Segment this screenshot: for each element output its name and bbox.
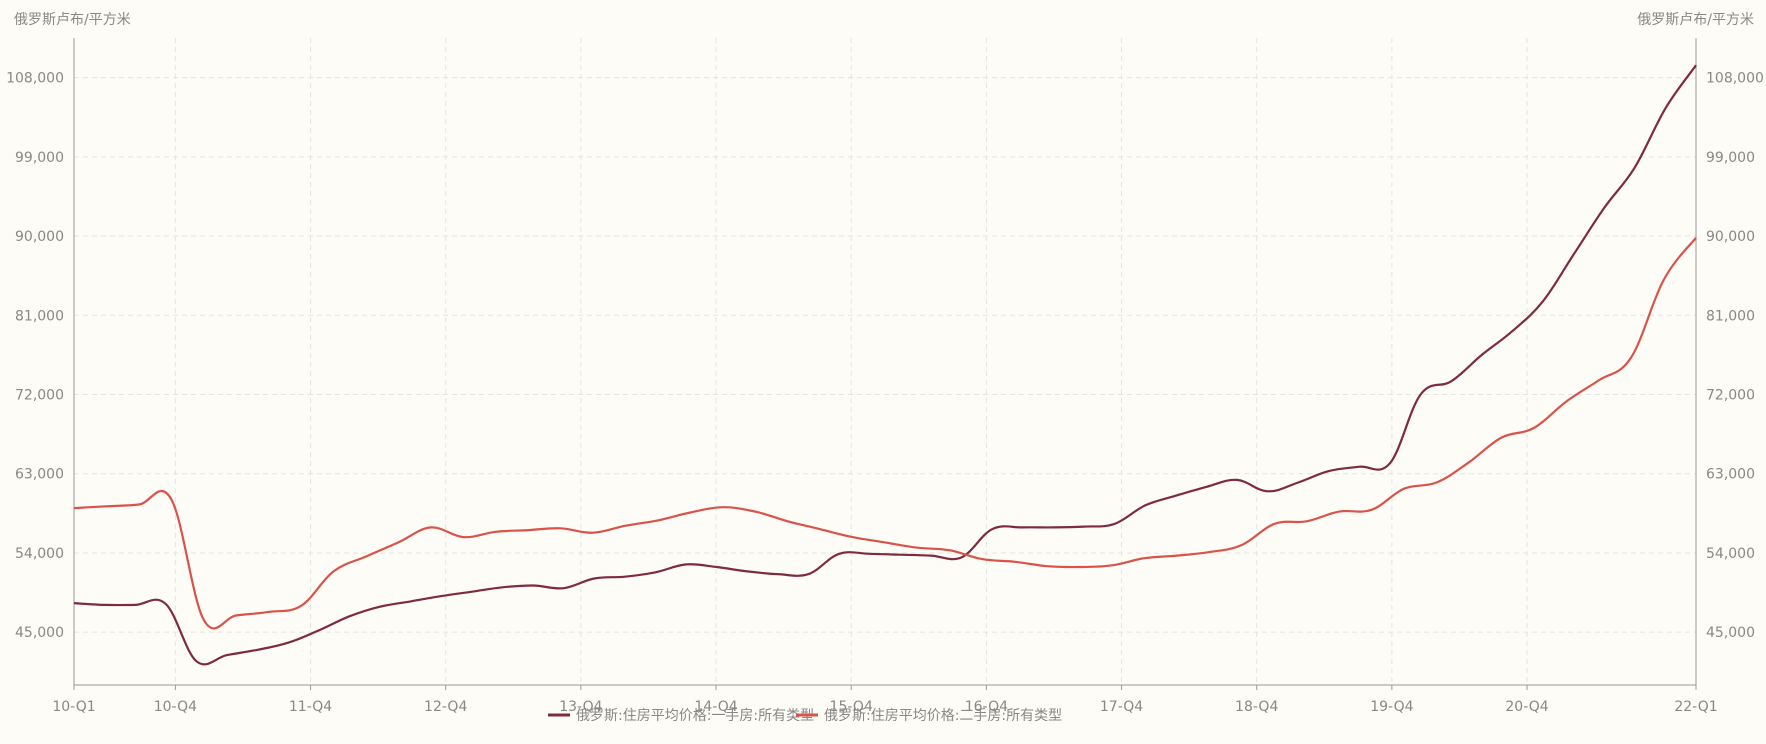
right-y-tick-label: 63,000 bbox=[1706, 467, 1755, 483]
series-line-1 bbox=[73, 64, 1697, 666]
legend-label[interactable]: 俄罗斯:住房平均价格:二手房:所有类型 bbox=[824, 708, 1062, 724]
x-tick-label: 18-Q4 bbox=[1235, 699, 1278, 715]
x-tick-label: 14-Q4 bbox=[694, 699, 737, 715]
x-tick-label: 11-Q4 bbox=[289, 699, 332, 715]
left-y-tick-label: 54,000 bbox=[15, 546, 64, 562]
left-y-tick-label: 99,000 bbox=[15, 150, 64, 166]
x-tick-label: 19-Q4 bbox=[1370, 699, 1413, 715]
x-ticks: 10-Q1 10-Q4 11-Q4 12-Q4 13-Q4 14-Q4 15-Q4 16-Q4… bbox=[52, 699, 1717, 715]
x-tick-label: 20-Q4 bbox=[1505, 699, 1548, 715]
right-y-tick-label: 72,000 bbox=[1706, 388, 1755, 404]
x-tick-label: 15-Q4 bbox=[830, 699, 873, 715]
right-y-tick-label: 90,000 bbox=[1706, 229, 1755, 245]
left-y-tick-label: 72,000 bbox=[15, 388, 64, 404]
right-y-ticks: 45,000 54,000 63,000 72,000 81,000 90,000 99,0… bbox=[1706, 71, 1764, 642]
right-axis-unit: 俄罗斯卢布/平方米 bbox=[1637, 12, 1754, 28]
x-tick-label: 16-Q4 bbox=[965, 699, 1008, 715]
right-y-tick-label: 45,000 bbox=[1706, 625, 1755, 641]
left-y-tick-label: 81,000 bbox=[15, 308, 64, 324]
left-y-tick-label: 45,000 bbox=[15, 625, 64, 641]
legend-label[interactable]: 俄罗斯:住房平均价格:一手房:所有类型 bbox=[576, 708, 814, 724]
left-y-tick-label: 108,000 bbox=[6, 71, 64, 87]
x-tick-label: 22-Q1 bbox=[1674, 699, 1717, 715]
axes bbox=[73, 38, 1697, 690]
left-y-tick-label: 90,000 bbox=[15, 229, 64, 245]
series-line-2 bbox=[73, 237, 1697, 630]
right-y-tick-label: 108,000 bbox=[1706, 71, 1764, 87]
x-tick-label: 17-Q4 bbox=[1100, 699, 1143, 715]
x-tick-label: 12-Q4 bbox=[424, 699, 467, 715]
left-y-tick-label: 63,000 bbox=[15, 467, 64, 483]
right-y-tick-label: 81,000 bbox=[1706, 308, 1755, 324]
legend[interactable]: 俄罗斯:住房平均价格:一手房:所有类型 俄罗斯:住房平均价格:二手房:所有类型 bbox=[548, 708, 1062, 724]
series-layer bbox=[73, 64, 1697, 666]
right-y-tick-label: 54,000 bbox=[1706, 546, 1755, 562]
x-tick-label: 10-Q1 bbox=[52, 699, 95, 715]
left-y-ticks: 45,000 54,000 63,000 72,000 81,000 90,000 99,0… bbox=[6, 71, 64, 642]
right-y-tick-label: 99,000 bbox=[1706, 150, 1755, 166]
x-tick-label: 13-Q4 bbox=[559, 699, 602, 715]
left-axis-unit: 俄罗斯卢布/平方米 bbox=[14, 12, 131, 28]
grid-lines bbox=[74, 38, 1696, 685]
x-tick-label: 10-Q4 bbox=[154, 699, 197, 715]
